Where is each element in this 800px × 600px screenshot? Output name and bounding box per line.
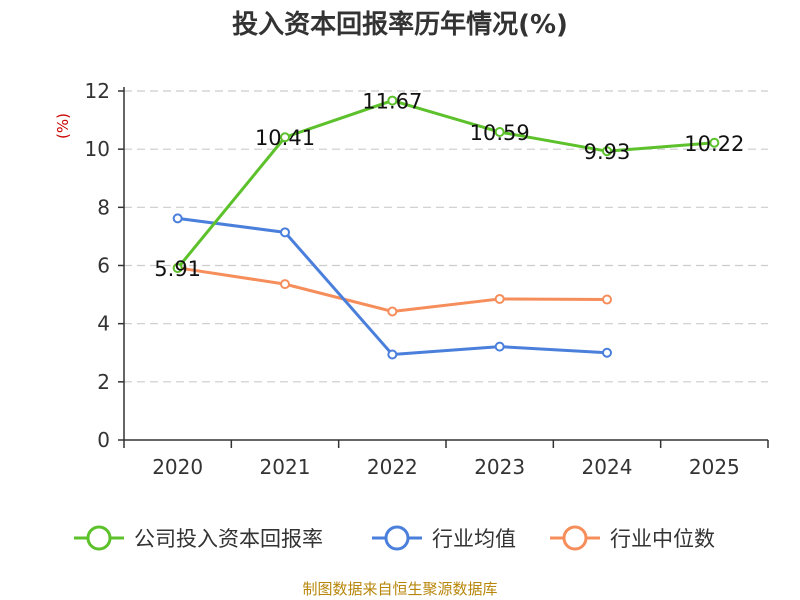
chart-title: 投入资本回报率历年情况(%) bbox=[232, 9, 568, 40]
data-point bbox=[172, 213, 183, 224]
data-point bbox=[709, 137, 720, 148]
x-tick-label: 2023 bbox=[474, 455, 525, 479]
data-point bbox=[494, 341, 505, 352]
y-tick-label: 6 bbox=[97, 254, 110, 278]
data-point bbox=[494, 127, 505, 138]
legend-swatch-marker bbox=[86, 525, 112, 551]
data-label: 9.93 bbox=[584, 140, 631, 164]
data-point bbox=[387, 349, 398, 360]
legend: 公司投入资本回报率 行业均值 行业中位数 bbox=[74, 525, 715, 551]
legend-swatch-marker bbox=[562, 525, 588, 551]
x-tick-label: 2022 bbox=[367, 455, 418, 479]
data-label: 10.59 bbox=[470, 121, 530, 145]
y-tick-label: 12 bbox=[85, 79, 110, 103]
data-label: 10.22 bbox=[684, 132, 744, 156]
data-label: 10.41 bbox=[255, 126, 315, 150]
legend-label: 行业中位数 bbox=[610, 527, 715, 551]
legend-swatch-marker bbox=[384, 525, 410, 551]
series-line bbox=[177, 266, 608, 313]
series-line bbox=[177, 216, 608, 356]
y-tick-label: 4 bbox=[97, 312, 110, 336]
data-point bbox=[387, 306, 398, 317]
y-tick-label: 10 bbox=[85, 137, 110, 161]
data-point bbox=[387, 95, 398, 106]
data-label: 5.91 bbox=[154, 257, 201, 281]
x-tick-label: 2021 bbox=[260, 455, 311, 479]
y-axis-unit: (%) bbox=[54, 113, 72, 139]
y-tick-label: 0 bbox=[97, 428, 110, 452]
data-point bbox=[602, 146, 612, 157]
legend-label: 行业均值 bbox=[432, 527, 516, 551]
series-line bbox=[176, 99, 715, 270]
y-tick-label: 8 bbox=[97, 195, 110, 219]
data-point bbox=[602, 347, 612, 358]
gridlines bbox=[124, 90, 768, 383]
x-tick-label: 2024 bbox=[582, 455, 633, 479]
y-tick-label: 2 bbox=[97, 370, 110, 394]
legend-label: 公司投入资本回报率 bbox=[134, 527, 323, 551]
data-point bbox=[494, 293, 505, 304]
axes: 0 2 4 6 8 10 12 2020 2021 2022 2023 2024 2025 bbox=[85, 79, 769, 479]
data-point bbox=[280, 279, 290, 290]
data-point bbox=[280, 227, 290, 238]
data-labels: 5.91 10.41 11.67 10.59 9.93 10.22 bbox=[154, 90, 744, 282]
series-group bbox=[172, 95, 720, 360]
data-point bbox=[280, 132, 290, 143]
x-tick-label: 2020 bbox=[152, 455, 203, 479]
source-note: 制图数据来自恒生聚源数据库 bbox=[302, 580, 497, 598]
data-label: 11.67 bbox=[362, 90, 422, 114]
x-tick-label: 2025 bbox=[689, 455, 740, 479]
data-point bbox=[602, 294, 612, 305]
data-point bbox=[172, 263, 183, 274]
